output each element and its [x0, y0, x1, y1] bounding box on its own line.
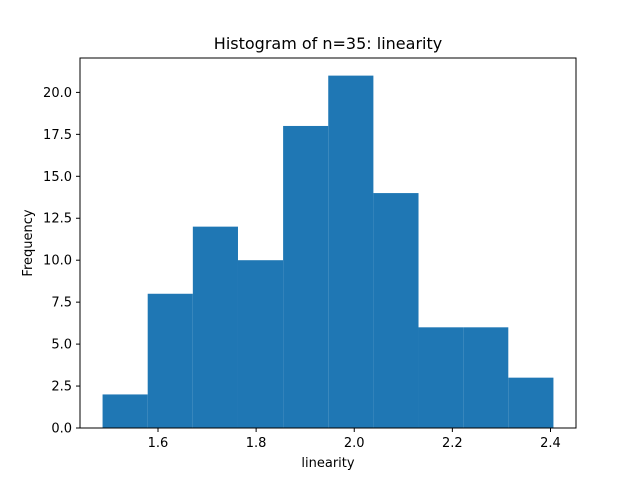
histogram-bar-1 [102, 394, 148, 428]
y-tick-label: 15.0 [43, 170, 72, 185]
x-axis-title: linearity [301, 456, 354, 471]
x-tick-label: 1.6 [148, 436, 169, 451]
histogram-bar-2 [147, 293, 193, 428]
histogram-bar-7 [373, 193, 419, 428]
x-axis: 1.6 1.8 2.0 2.2 2.4 [148, 428, 561, 451]
histogram-bar-5 [283, 125, 329, 429]
y-axis-title: Frequency [21, 209, 36, 276]
histogram-bar-4 [237, 260, 284, 428]
histogram-bar-3 [192, 226, 238, 428]
x-tick-label: 2.0 [344, 436, 365, 451]
chart-title: Histogram of n=35: linearity [214, 34, 442, 53]
y-tick-label: 12.5 [43, 212, 72, 227]
histogram-bar-8 [418, 327, 464, 428]
y-axis: 0.0 2.5 5.0 7.5 10.0 12.5 15.0 17.5 20.0 [43, 86, 80, 437]
plot-area-frame [79, 57, 577, 429]
histogram-bar-6 [328, 75, 374, 429]
histogram-bar-9 [463, 327, 509, 428]
y-tick-label: 10.0 [43, 254, 72, 269]
histogram-bar-10 [508, 377, 554, 428]
y-tick-label: 2.5 [51, 380, 72, 395]
x-tick-label: 2.2 [442, 436, 463, 451]
y-tick-label: 5.0 [51, 338, 72, 353]
y-tick-label: 17.5 [43, 128, 72, 143]
y-tick-label: 20.0 [43, 86, 72, 101]
y-tick-label: 0.0 [51, 422, 72, 437]
y-tick-label: 7.5 [51, 296, 72, 311]
x-tick-label: 1.8 [246, 436, 267, 451]
x-tick-label: 2.4 [540, 436, 561, 451]
bars-group [102, 75, 554, 429]
